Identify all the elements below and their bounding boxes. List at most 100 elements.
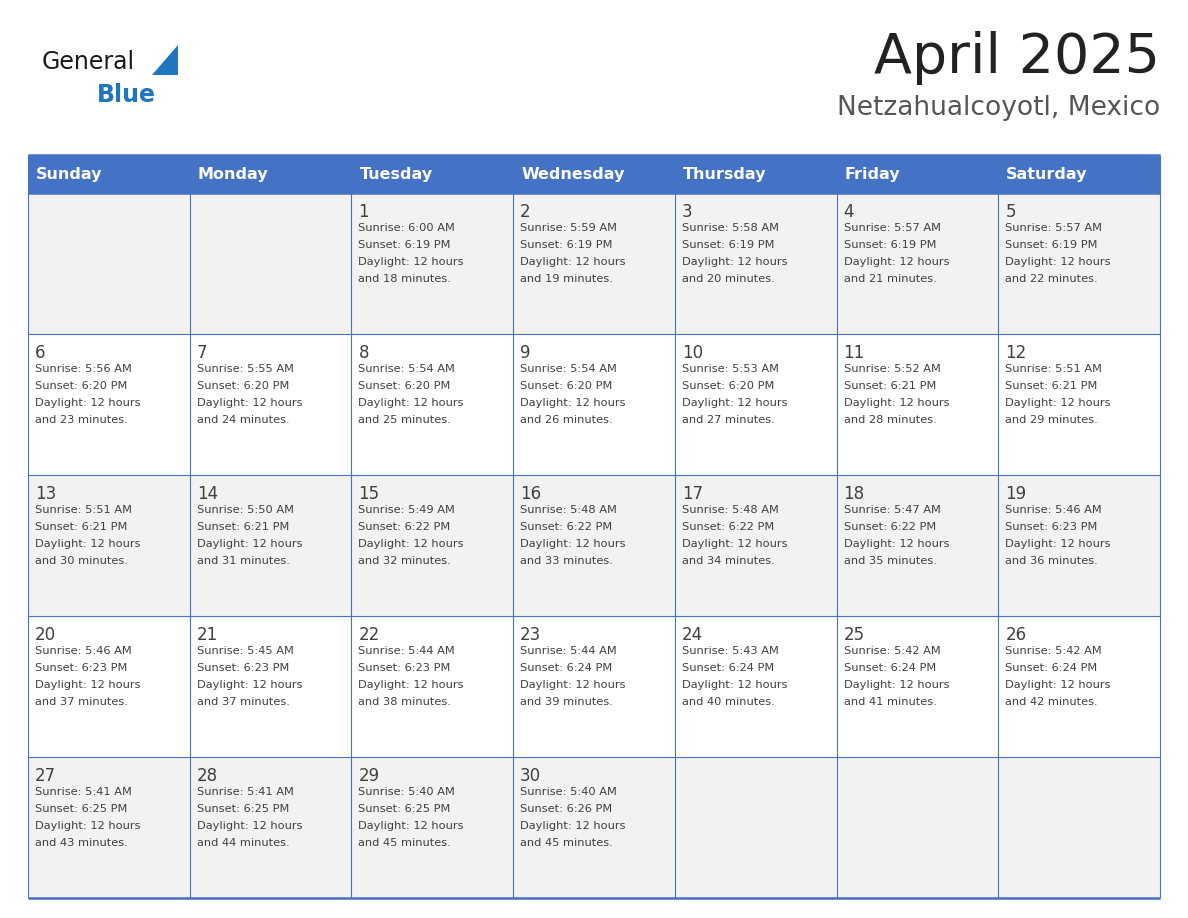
Text: Sunset: 6:23 PM: Sunset: 6:23 PM [197,663,289,673]
Text: Thursday: Thursday [683,166,766,182]
Text: 11: 11 [843,344,865,362]
Text: Sunrise: 5:42 AM: Sunrise: 5:42 AM [1005,646,1102,656]
Text: 15: 15 [359,485,379,503]
Text: Sunset: 6:21 PM: Sunset: 6:21 PM [843,381,936,391]
Text: 2: 2 [520,203,531,221]
Text: and 26 minutes.: and 26 minutes. [520,415,613,425]
Text: Daylight: 12 hours: Daylight: 12 hours [520,539,626,549]
Text: Sunrise: 5:42 AM: Sunrise: 5:42 AM [843,646,941,656]
Text: 10: 10 [682,344,703,362]
Text: 29: 29 [359,767,379,785]
Text: Daylight: 12 hours: Daylight: 12 hours [359,398,465,408]
Text: Sunrise: 5:53 AM: Sunrise: 5:53 AM [682,364,779,374]
Bar [513,334,675,475]
Text: 28: 28 [197,767,217,785]
Text: Daylight: 12 hours: Daylight: 12 hours [520,398,626,408]
Text: Blue: Blue [97,83,156,107]
Text: and 33 minutes.: and 33 minutes. [520,556,613,566]
Text: Monday: Monday [197,166,268,182]
Text: Daylight: 12 hours: Daylight: 12 hours [1005,680,1111,690]
Text: Sunrise: 5:48 AM: Sunrise: 5:48 AM [682,505,778,515]
Text: Daylight: 12 hours: Daylight: 12 hours [520,680,626,690]
Text: and 45 minutes.: and 45 minutes. [359,838,451,848]
Text: Sunset: 6:25 PM: Sunset: 6:25 PM [34,804,127,814]
Text: 23: 23 [520,626,542,644]
Text: Sunrise: 5:41 AM: Sunrise: 5:41 AM [34,787,132,797]
Bar [29,155,190,193]
Bar [675,193,836,334]
Text: Sunrise: 5:45 AM: Sunrise: 5:45 AM [197,646,293,656]
Text: Daylight: 12 hours: Daylight: 12 hours [682,680,788,690]
Bar [675,475,836,616]
Text: General: General [42,50,135,74]
Text: 12: 12 [1005,344,1026,362]
Bar [352,757,513,898]
Text: Daylight: 12 hours: Daylight: 12 hours [197,398,302,408]
Text: and 42 minutes.: and 42 minutes. [1005,697,1098,707]
Text: Sunset: 6:23 PM: Sunset: 6:23 PM [359,663,450,673]
Text: Daylight: 12 hours: Daylight: 12 hours [34,680,140,690]
Text: Sunrise: 5:51 AM: Sunrise: 5:51 AM [34,505,132,515]
Text: and 29 minutes.: and 29 minutes. [1005,415,1098,425]
Text: Sunset: 6:23 PM: Sunset: 6:23 PM [34,663,127,673]
Text: and 21 minutes.: and 21 minutes. [843,274,936,284]
Text: Daylight: 12 hours: Daylight: 12 hours [682,257,788,267]
Text: 9: 9 [520,344,531,362]
Text: Daylight: 12 hours: Daylight: 12 hours [682,398,788,408]
Bar [675,334,836,475]
Bar [190,334,352,475]
Text: Sunrise: 5:49 AM: Sunrise: 5:49 AM [359,505,455,515]
Text: Sunset: 6:21 PM: Sunset: 6:21 PM [1005,381,1098,391]
Bar [998,757,1159,898]
Text: Sunrise: 5:52 AM: Sunrise: 5:52 AM [843,364,941,374]
Text: Sunrise: 5:56 AM: Sunrise: 5:56 AM [34,364,132,374]
Bar [836,757,998,898]
Bar [190,475,352,616]
Text: Friday: Friday [845,166,901,182]
Text: Sunrise: 5:43 AM: Sunrise: 5:43 AM [682,646,778,656]
Text: Daylight: 12 hours: Daylight: 12 hours [520,257,626,267]
Text: Daylight: 12 hours: Daylight: 12 hours [197,539,302,549]
Text: Sunrise: 5:54 AM: Sunrise: 5:54 AM [520,364,617,374]
Bar [352,334,513,475]
Text: Sunset: 6:22 PM: Sunset: 6:22 PM [843,522,936,532]
Text: and 25 minutes.: and 25 minutes. [359,415,451,425]
Text: and 38 minutes.: and 38 minutes. [359,697,451,707]
Text: Wednesday: Wednesday [522,166,625,182]
Bar [29,616,190,757]
Bar [836,475,998,616]
Bar [836,616,998,757]
Text: and 41 minutes.: and 41 minutes. [843,697,936,707]
Bar [998,334,1159,475]
Text: and 31 minutes.: and 31 minutes. [197,556,290,566]
Bar [998,616,1159,757]
Text: Sunday: Sunday [36,166,102,182]
Bar [352,193,513,334]
Bar [29,334,190,475]
Bar [29,193,190,334]
Text: 21: 21 [197,626,217,644]
Text: 19: 19 [1005,485,1026,503]
Text: Sunset: 6:23 PM: Sunset: 6:23 PM [1005,522,1098,532]
Text: Sunrise: 5:44 AM: Sunrise: 5:44 AM [520,646,617,656]
Bar [29,475,190,616]
Text: Sunrise: 5:58 AM: Sunrise: 5:58 AM [682,223,779,233]
Text: and 28 minutes.: and 28 minutes. [843,415,936,425]
Bar [513,193,675,334]
Text: 7: 7 [197,344,207,362]
Text: Sunrise: 5:40 AM: Sunrise: 5:40 AM [359,787,455,797]
Text: Sunrise: 6:00 AM: Sunrise: 6:00 AM [359,223,455,233]
Text: 25: 25 [843,626,865,644]
Bar [352,616,513,757]
Text: Sunset: 6:22 PM: Sunset: 6:22 PM [359,522,450,532]
Text: Sunset: 6:24 PM: Sunset: 6:24 PM [1005,663,1098,673]
Text: and 19 minutes.: and 19 minutes. [520,274,613,284]
Bar [998,193,1159,334]
Text: Daylight: 12 hours: Daylight: 12 hours [1005,257,1111,267]
Text: Sunrise: 5:51 AM: Sunrise: 5:51 AM [1005,364,1102,374]
Bar [998,475,1159,616]
Text: Sunset: 6:24 PM: Sunset: 6:24 PM [520,663,612,673]
Text: 5: 5 [1005,203,1016,221]
Text: and 30 minutes.: and 30 minutes. [34,556,128,566]
Text: Daylight: 12 hours: Daylight: 12 hours [34,539,140,549]
